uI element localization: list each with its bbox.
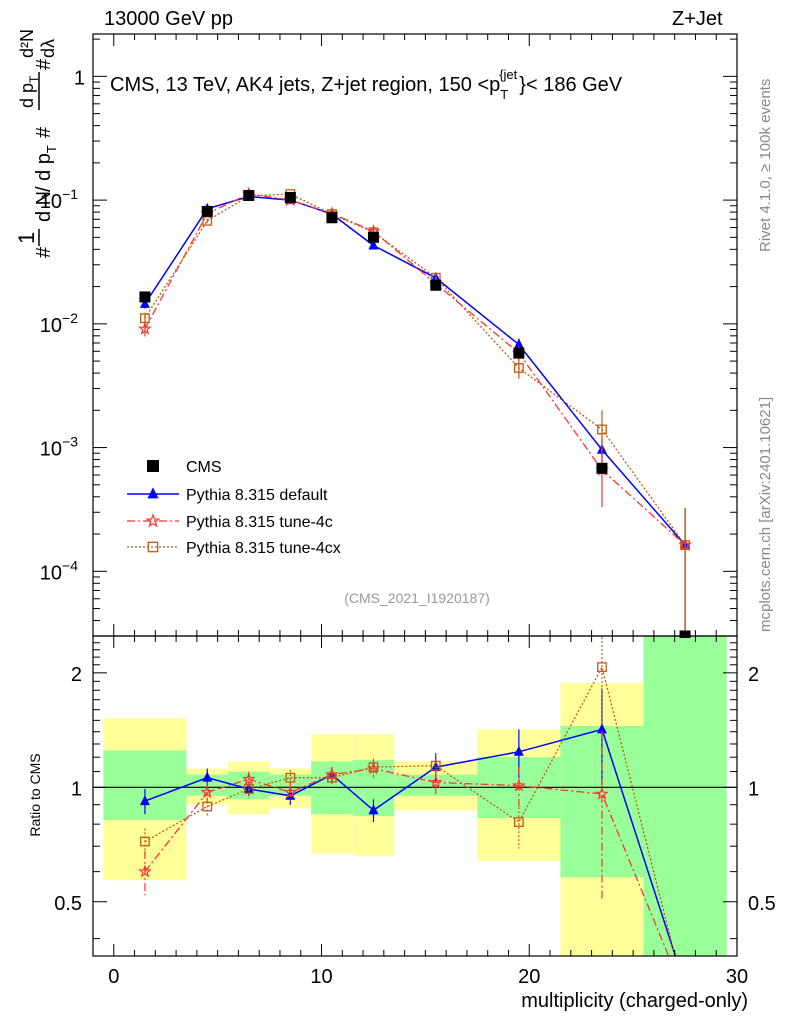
ratio-point (243, 784, 254, 794)
legend-marker (147, 460, 159, 472)
x-tick-label: 0 (108, 966, 119, 988)
ratio-point (200, 785, 215, 799)
legend: CMS Pythia 8.315 default Pythia 8.315 tune… (127, 459, 341, 557)
ratio-y-tick-label-right: 2 (748, 664, 759, 686)
y-tick-label: 10−3 (40, 434, 78, 461)
ratio-y-tick-label-right: 0.5 (748, 893, 776, 915)
legend-label: CMS (186, 459, 222, 476)
y-tick-label: 10−1 (40, 186, 78, 213)
legend-label: Pythia 8.315 tune-4c (186, 514, 333, 531)
ratio-point (202, 801, 213, 812)
main-data-point (368, 239, 379, 250)
svg-text:d²N: d²N (17, 29, 37, 58)
main-series-line (144, 193, 686, 546)
x-axis-label: multiplicity (charged-only) (521, 990, 748, 1012)
ratio-point (138, 864, 152, 878)
ratio-point (596, 723, 607, 734)
ratio-frame (92, 635, 738, 957)
x-tick-label: 30 (726, 966, 748, 988)
watermark: (CMS_2021_I1920187) (344, 590, 490, 606)
svg-text:#: # (33, 126, 55, 138)
main-data-point (679, 630, 691, 638)
ratio-point (327, 772, 337, 783)
ratio-point (140, 836, 150, 847)
main-data-point (513, 363, 524, 373)
ratio-point (513, 745, 524, 756)
legend-label: Pythia 8.315 tune-4cx (186, 540, 341, 557)
legend-marker (147, 487, 159, 499)
ratio-point (597, 662, 607, 673)
main-series-line (144, 195, 686, 546)
main-data-point (680, 540, 690, 550)
ratio-point (680, 980, 690, 990)
ratio-series-line (144, 728, 677, 956)
main-data-point (430, 279, 442, 291)
y-tick-label: 1 (74, 67, 85, 89)
svg-text:1: 1 (14, 232, 39, 244)
ratio-point (139, 795, 150, 806)
ratio-band-inner (643, 636, 727, 956)
ratio-point (595, 786, 609, 800)
ratio-bands (93, 636, 737, 956)
y-tick-label: 10−2 (40, 310, 78, 337)
main-data-point (597, 424, 607, 435)
main-data-point (201, 205, 213, 217)
ratio-point (285, 772, 296, 783)
ratio-y-tick-label-right: 1 (748, 778, 759, 800)
x-tick-label: 20 (518, 966, 540, 988)
legend-label: Pythia 8.315 default (186, 487, 328, 504)
y-axis-label: # 1 d N / d pT # d pT # d²N dλ (14, 29, 59, 258)
y-tick-label: 10−4 (40, 557, 78, 584)
ratio-point (511, 778, 526, 792)
ratio-y-tick-label: 2 (71, 664, 82, 686)
ratio-point (513, 817, 524, 827)
ratio-y-axis-label: Ratio to CMS (27, 753, 43, 836)
ratio-point (283, 785, 298, 799)
x-tick-label: 10 (310, 966, 332, 988)
svg-text:dλ: dλ (38, 39, 58, 58)
main-data-point (367, 231, 379, 243)
header-left: 13000 GeV pp (104, 8, 233, 30)
legend-marker (145, 513, 161, 528)
svg-text:#: # (33, 58, 55, 70)
ratio-point (368, 762, 379, 773)
svg-text:d pT: d pT (17, 75, 41, 108)
legend-marker (147, 541, 159, 553)
main-data-point (140, 313, 150, 324)
ratio-point (428, 775, 443, 789)
header-right: Z+Jet (672, 8, 723, 30)
ratio-point (202, 771, 213, 782)
plot-title: CMS, 13 TeV, AK4 jets, Z+jet region, 150… (110, 67, 623, 102)
main-data-point (513, 347, 525, 359)
ratio-lines (138, 636, 690, 990)
main-data-point (139, 297, 150, 308)
main-data-point (243, 189, 255, 201)
main-lines (138, 186, 692, 638)
main-data-point (138, 321, 152, 335)
main-data-point (596, 462, 608, 474)
svg-text:/ d pT: / d pT (33, 145, 59, 192)
ratio-point (368, 804, 379, 815)
axes: 0 10 20 30 10−4 10−3 10−2 10−1 1 0.5 0.5 1 1 2 2 (40, 33, 776, 988)
main-data-point (513, 338, 524, 349)
svg-text:#: # (33, 246, 55, 258)
main-data-point (139, 291, 151, 303)
ratio-y-tick-label: 1 (71, 778, 82, 800)
ratio-y-tick-label: 0.5 (54, 893, 82, 915)
ratio-point (430, 761, 441, 772)
main-data-point (326, 212, 338, 224)
svg-text:d N: d N (33, 191, 55, 222)
main-data-point (284, 191, 296, 203)
ratio-point (430, 760, 441, 771)
